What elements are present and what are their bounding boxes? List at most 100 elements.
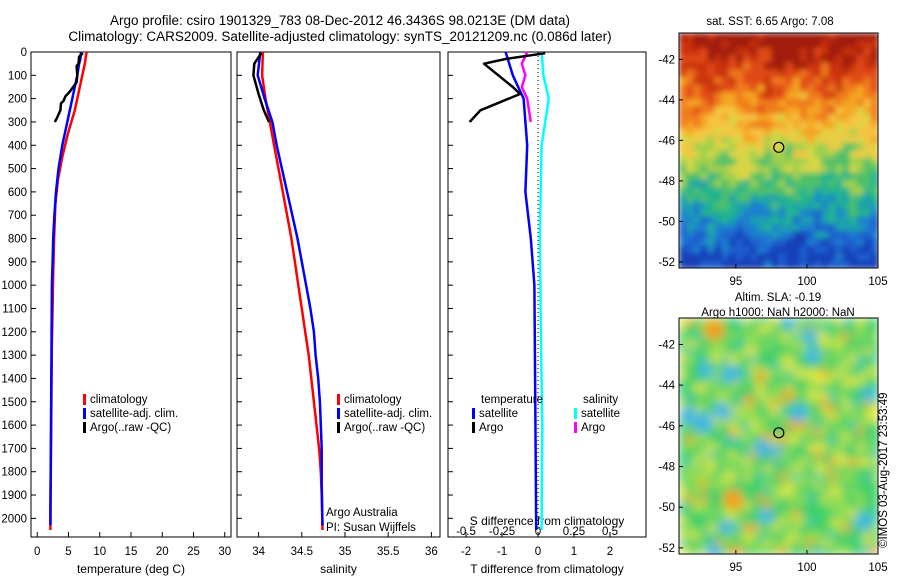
map-cell xyxy=(700,106,709,115)
map-cell xyxy=(778,216,787,225)
map-cell xyxy=(778,40,787,49)
map-cell xyxy=(700,347,709,356)
map-cell xyxy=(856,546,865,554)
map-cell xyxy=(814,135,823,145)
map-cell xyxy=(828,517,837,526)
map-cell xyxy=(821,377,830,386)
map-cell xyxy=(735,121,744,130)
map-cell xyxy=(686,509,695,519)
map-cell xyxy=(821,436,830,445)
map-cell xyxy=(842,62,851,71)
map-cell xyxy=(778,384,787,393)
map-cell xyxy=(693,150,702,159)
map-cell xyxy=(863,33,872,42)
map-y-tick-label: -44 xyxy=(658,380,675,392)
map-cell xyxy=(721,450,730,460)
map-cell xyxy=(799,399,808,408)
diff-legend-temp-satellite-label: satellite xyxy=(479,408,518,420)
map-y-tick-label: -50 xyxy=(658,502,675,514)
map-cell xyxy=(849,413,858,423)
map-cell xyxy=(806,406,815,415)
map-cell xyxy=(792,480,801,489)
map-cell xyxy=(792,332,801,342)
map-cell xyxy=(814,187,823,196)
map-cell xyxy=(835,143,844,152)
map-cell xyxy=(863,539,872,548)
map-y-tick-label: -52 xyxy=(658,257,675,269)
x-tick-label: 10 xyxy=(93,546,106,558)
map-cell xyxy=(757,472,766,482)
map-cell xyxy=(735,209,744,218)
map-cell xyxy=(735,502,744,511)
map-cell xyxy=(835,91,844,101)
map-cell xyxy=(686,238,695,247)
map-cell xyxy=(835,238,844,247)
map-cell xyxy=(721,465,730,474)
map-cell xyxy=(721,480,730,489)
map-cell xyxy=(792,128,801,137)
map-cell xyxy=(821,40,830,49)
map-cell xyxy=(835,231,844,240)
map-cell xyxy=(792,40,801,49)
map-cell xyxy=(863,77,872,86)
map-cell xyxy=(686,40,695,49)
map-cell xyxy=(721,531,730,541)
map-cell xyxy=(842,246,851,255)
diff-legend-temp-argo-swatch xyxy=(472,422,475,433)
map-cell xyxy=(785,246,794,255)
temperature-panel: 0 5 10 15 20 25 300100200300400500600700800900… xyxy=(1,47,232,576)
map-cell xyxy=(778,253,787,262)
map-cell xyxy=(849,377,858,386)
map-cell xyxy=(828,157,837,167)
map-cell xyxy=(707,84,716,93)
map-cell xyxy=(700,517,709,526)
map-cell xyxy=(806,77,815,86)
map-cell xyxy=(700,384,709,393)
map-cell xyxy=(778,531,787,541)
map-cell xyxy=(771,62,780,71)
map-cell xyxy=(792,113,801,123)
map-cell xyxy=(707,47,716,56)
map-cell xyxy=(721,253,730,262)
map-cell xyxy=(721,428,730,437)
map-cell xyxy=(828,332,837,342)
map-cell xyxy=(693,546,702,554)
map-cell xyxy=(835,450,844,460)
map-cell xyxy=(728,246,737,255)
map-cell xyxy=(806,421,815,430)
map-cell xyxy=(757,354,766,364)
map-cell xyxy=(679,332,688,342)
map-cell xyxy=(821,391,830,401)
map-cell xyxy=(863,443,872,452)
map-cell xyxy=(735,238,744,247)
map-cell xyxy=(714,238,723,247)
map-cell xyxy=(849,495,858,504)
map-cell xyxy=(679,369,688,378)
map-cell xyxy=(799,55,808,64)
map-cell xyxy=(714,362,723,371)
x-tick-label: 34.5 xyxy=(291,546,313,558)
map-cell xyxy=(806,194,815,203)
map-cell xyxy=(849,128,858,137)
map-cell xyxy=(821,187,830,196)
map-cell xyxy=(792,157,801,167)
x-tick-label: 2 xyxy=(607,546,613,558)
map-cell xyxy=(743,33,752,42)
map-cell xyxy=(821,231,830,240)
map-cell xyxy=(870,99,878,108)
map-cell xyxy=(764,216,773,225)
map-cell xyxy=(835,216,844,225)
map-cell xyxy=(721,150,730,159)
map-cell xyxy=(863,465,872,474)
map-cell xyxy=(814,524,823,533)
map-cell xyxy=(856,209,865,218)
map-cell xyxy=(728,238,737,247)
map-cell xyxy=(735,480,744,489)
map-cell xyxy=(856,113,865,123)
map-cell xyxy=(693,384,702,393)
map-cell xyxy=(842,480,851,489)
map-cell xyxy=(821,465,830,474)
diff-legend-temp-argo-label: Argo xyxy=(479,422,503,434)
map-cell xyxy=(870,354,878,364)
map-cell xyxy=(799,135,808,145)
